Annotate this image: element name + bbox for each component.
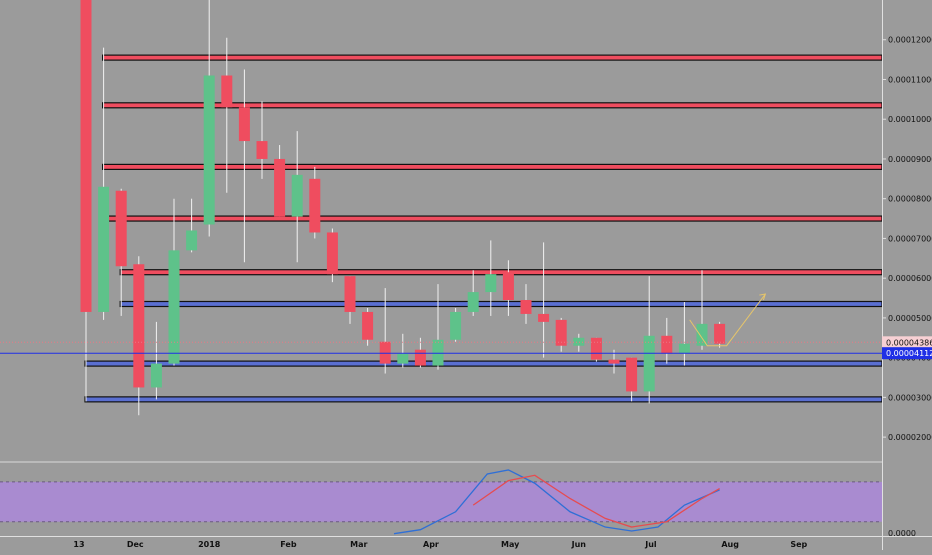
y-tick-label: 0.00008000	[888, 195, 932, 204]
x-tick-label: Dec	[127, 540, 144, 549]
oscillator-band	[0, 481, 882, 522]
oscillator-zero-label: 0.0000	[888, 529, 916, 538]
current-price-label: 0.00004386	[886, 338, 932, 347]
candle-body-9	[238, 107, 250, 142]
resistance-level-1	[101, 102, 883, 109]
x-tick-label: Jun	[571, 540, 587, 549]
resistance-level-3	[101, 215, 883, 222]
candle-body-28	[573, 337, 585, 346]
candle-body-7	[203, 75, 215, 225]
candle-body-36	[714, 323, 726, 344]
candle-body-5	[168, 250, 180, 364]
candle-body-20	[432, 339, 444, 366]
marker-price-label: 0.00004112	[886, 349, 932, 358]
support-level-7	[84, 396, 883, 403]
candle-body-12	[291, 174, 303, 217]
price-overlay	[0, 293, 882, 354]
candle-body-0	[80, 0, 92, 312]
x-tick-label: 2018	[198, 540, 221, 549]
y-tick-label: 0.00005000	[888, 314, 932, 323]
candle-body-13	[309, 178, 321, 233]
support-level-6	[84, 360, 883, 367]
oscillator-blue-line	[393, 469, 720, 535]
projection-path	[689, 293, 766, 347]
x-tick-label: Jul	[644, 540, 657, 549]
oscillator-red-line	[472, 474, 720, 528]
resistance-level-4	[119, 269, 883, 276]
candle-body-25	[520, 300, 532, 314]
support-level-5	[119, 300, 883, 308]
candle-body-3	[133, 264, 145, 388]
candle-body-8	[221, 75, 233, 108]
x-tick-label: Sep	[790, 540, 807, 549]
x-tick-label: Mar	[350, 540, 367, 549]
candle-body-30	[608, 359, 620, 364]
candle-body-4	[150, 363, 162, 388]
candle-body-18	[397, 353, 409, 364]
candle-body-1	[98, 186, 110, 312]
candle-body-11	[274, 158, 286, 217]
y-tick-label: 0.00009000	[888, 155, 932, 164]
x-tick-label: Aug	[721, 540, 739, 549]
candle-body-33	[661, 335, 673, 354]
resistance-level-2	[101, 163, 883, 170]
oscillator-pane	[0, 461, 882, 535]
current-price-label-bg	[882, 336, 932, 349]
candle-body-10	[256, 141, 268, 159]
x-tick-label: Apr	[423, 540, 439, 549]
resistance-level-0	[101, 54, 883, 61]
y-axis[interactable]: 0.00012000 0.00011000 0.00010000 0.00009000…	[882, 0, 932, 550]
x-tick-label: Feb	[280, 540, 297, 549]
candle-body-19	[414, 349, 426, 366]
y-tick-label: 0.00007000	[888, 234, 932, 243]
y-tick-label: 0.00006000	[888, 274, 932, 283]
candle-body-23	[485, 274, 497, 293]
candle-body-16	[362, 311, 374, 340]
candle-body-29	[590, 337, 602, 360]
candle-body-15	[344, 276, 356, 312]
candle-body-2	[115, 190, 127, 267]
y-tick-label: 0.00010000	[888, 115, 932, 124]
candle-body-32	[643, 335, 655, 392]
projection-arrowhead	[759, 293, 767, 301]
candle-body-26	[538, 313, 550, 322]
x-tick-label: May	[501, 540, 520, 549]
y-tick-label: 0.00002000	[888, 433, 932, 442]
x-tick-label: 13	[73, 540, 84, 549]
candle-body-22	[467, 292, 479, 312]
marker-price-label-bg	[882, 347, 932, 360]
y-tick-label: 0.00011000	[888, 75, 932, 84]
candle-body-17	[379, 341, 391, 364]
candle-body-31	[626, 357, 638, 392]
candle-body-21	[450, 311, 462, 340]
candle-body-14	[326, 232, 338, 275]
candle-body-34	[678, 343, 690, 354]
x-axis[interactable]: 13 Dec 2018 Feb Mar Apr May Jun Jul Aug Sep	[0, 536, 932, 550]
candle-body-24	[502, 272, 514, 301]
candle-body-27	[555, 319, 567, 346]
candle-body-6	[186, 230, 198, 251]
candle-body-35	[696, 323, 708, 346]
y-tick-label: 0.00003000	[888, 393, 932, 402]
candles	[80, 0, 726, 416]
y-tick-label: 0.00012000	[888, 36, 932, 45]
